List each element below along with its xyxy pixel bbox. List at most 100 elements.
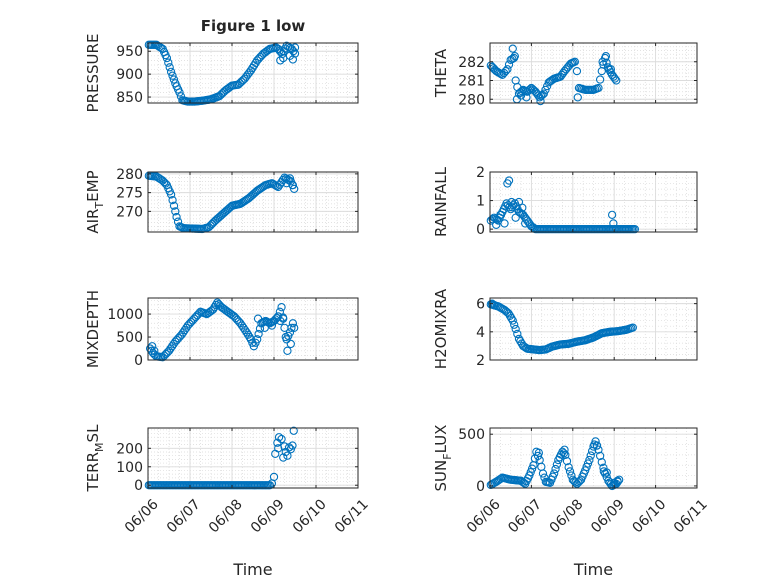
data-point: [175, 88, 184, 97]
data-point: [610, 74, 620, 83]
x-tick-label: 06/08: [206, 496, 246, 536]
data-point: [503, 65, 512, 74]
data-point: [514, 334, 524, 344]
data-point: [288, 55, 298, 64]
data-point: [510, 320, 519, 329]
axes-box: [489, 42, 698, 104]
subplot-7: 0 100 200 06/06 06/07 06/08 06/09 06/10 06/11 TER…: [84, 424, 372, 579]
y-tick-label: 1: [476, 194, 485, 210]
data-point: [265, 481, 274, 490]
data-point: [508, 54, 517, 64]
subplot-5: 0 500 1000 MIXDEPTH: [84, 290, 359, 369]
y-tick-label: 0: [476, 479, 485, 495]
data-point: [628, 323, 637, 332]
data-point: [602, 58, 611, 67]
data-point: [517, 209, 526, 219]
data-point: [536, 96, 545, 106]
data-point: [172, 212, 181, 222]
data-point: [533, 451, 543, 461]
y-axis-label: H2OMIXRA: [432, 288, 450, 369]
data-point: [161, 179, 170, 188]
data-point: [169, 201, 179, 210]
x-tick-label: 06/07: [164, 496, 204, 536]
data-point: [496, 69, 506, 79]
y-tick-label: 280: [116, 167, 143, 183]
y-tick-label: 500: [458, 427, 485, 443]
data-point: [283, 346, 292, 355]
data-point: [166, 190, 176, 199]
y-tick-label: 275: [116, 186, 143, 202]
y-axis-label: MIXDEPTH: [84, 290, 102, 368]
data-point: [565, 467, 575, 476]
y-tick-label: 900: [116, 67, 143, 83]
data-point: [538, 469, 548, 478]
data-point: [572, 66, 582, 76]
data-point: [279, 453, 288, 462]
data-point: [500, 219, 509, 228]
data-point: [574, 478, 583, 487]
data-point: [518, 203, 527, 212]
y-tick-label: 0: [134, 478, 143, 494]
y-tick-label: 500: [116, 330, 143, 346]
y-tick-label: 0: [134, 353, 143, 369]
subplot-6: 2 4 6 H2OMIXRA: [432, 288, 698, 369]
data-point: [597, 457, 606, 467]
data-point: [601, 51, 611, 61]
data-point: [274, 433, 284, 442]
data-point: [287, 323, 296, 333]
data-point: [551, 464, 560, 474]
data-point: [504, 176, 514, 185]
data-point: [516, 337, 525, 346]
data-point: [162, 53, 172, 63]
axes-box: [147, 297, 359, 361]
data-point: [613, 476, 622, 485]
axes-box: [147, 42, 359, 104]
y-tick-label: 950: [116, 44, 143, 60]
data-point: [283, 451, 292, 460]
data-point: [168, 71, 177, 80]
data-point: [487, 299, 497, 308]
data-point: [277, 303, 286, 312]
data-point: [277, 434, 286, 444]
data-point: [575, 476, 584, 486]
data-point: [165, 63, 174, 72]
data-point: [279, 314, 288, 323]
data-point: [559, 449, 569, 458]
data-point: [595, 451, 605, 461]
y-tick-label: 0: [476, 222, 485, 238]
y-axis-label: TERRMSL: [84, 424, 106, 493]
x-axis-label: Time: [573, 560, 613, 579]
data-point: [541, 85, 550, 95]
data-point: [285, 328, 295, 337]
data-point: [513, 329, 522, 339]
x-tick-label: 06/10: [290, 496, 330, 536]
data-point: [280, 442, 289, 451]
axes-box: [147, 427, 359, 489]
data-point: [164, 58, 173, 67]
data-point: [528, 85, 537, 94]
data-point: [534, 448, 544, 457]
data-point: [586, 451, 595, 460]
data-point: [585, 455, 594, 465]
data-point: [290, 323, 299, 333]
data-point: [166, 67, 176, 77]
x-axis-label: Time: [232, 560, 272, 579]
data-point: [290, 43, 300, 52]
data-point: [289, 426, 298, 435]
x-tick-label: 06/11: [332, 496, 372, 536]
x-tick-label: 06/09: [588, 496, 628, 536]
chart-title: Figure 1 low: [201, 17, 306, 35]
data-point: [564, 463, 573, 472]
data-point: [169, 75, 179, 84]
data-point: [550, 469, 559, 478]
data-point: [562, 456, 572, 466]
data-point: [592, 441, 601, 450]
data-point: [243, 330, 253, 339]
axes-box: [489, 171, 698, 233]
data-point: [595, 75, 605, 84]
data-point: [511, 213, 520, 222]
y-axis-label: SUNFLUX: [432, 425, 454, 492]
y-tick-label: 2: [476, 165, 485, 181]
x-tick-label: 06/08: [547, 496, 587, 536]
